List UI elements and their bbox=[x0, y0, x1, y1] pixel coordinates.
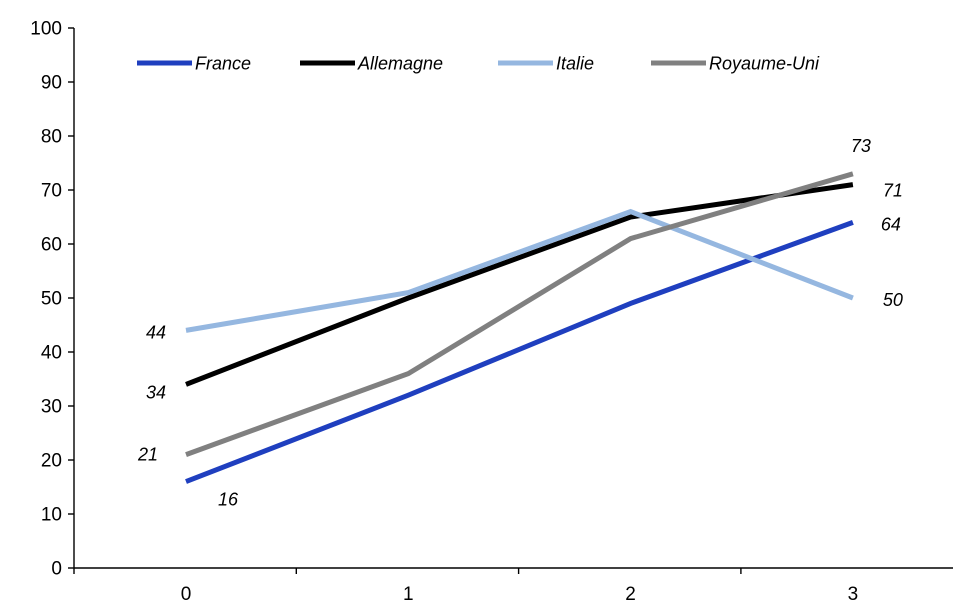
y-tick-label: 90 bbox=[41, 73, 62, 94]
y-tick-label: 80 bbox=[41, 127, 62, 148]
y-tick-label: 70 bbox=[41, 181, 62, 202]
y-axis-ticks: 0 10 20 30 40 50 60 70 80 90 100 bbox=[30, 19, 74, 580]
legend-item-royaume_uni: Royaume-Uni bbox=[651, 54, 820, 74]
series-line-royaume_uni bbox=[185, 171, 854, 457]
data-label-royaume_uni: 21 bbox=[137, 445, 158, 465]
legend-label-france: France bbox=[195, 54, 251, 74]
y-tick-label: 30 bbox=[41, 397, 62, 418]
y-tick-label: 0 bbox=[51, 559, 62, 580]
x-tick-label: 1 bbox=[403, 584, 414, 605]
y-tick-label: 100 bbox=[30, 19, 62, 40]
x-axis: 0 1 2 3 bbox=[73, 567, 953, 605]
y-tick-label: 60 bbox=[41, 235, 62, 256]
x-tick-label: 0 bbox=[181, 584, 192, 605]
data-label-france: 64 bbox=[881, 214, 901, 234]
data-label-allemagne: 34 bbox=[146, 382, 166, 402]
legend-label-royaume_uni: Royaume-Uni bbox=[709, 54, 820, 74]
x-tick-label: 3 bbox=[848, 584, 859, 605]
y-tick-label: 10 bbox=[41, 505, 62, 526]
x-tick-label: 2 bbox=[625, 584, 636, 605]
y-axis: 0 10 20 30 40 50 60 70 80 90 100 bbox=[30, 19, 75, 580]
legend-label-allemagne: Allemagne bbox=[357, 54, 443, 74]
data-label-royaume_uni: 73 bbox=[851, 136, 871, 156]
x-axis-ticks: 0 1 2 3 bbox=[73, 568, 859, 605]
series-lines bbox=[185, 171, 854, 484]
data-labels: 16 64 34 71 44 50 21 73 bbox=[137, 136, 903, 510]
y-tick-label: 50 bbox=[41, 289, 62, 310]
y-tick-label: 40 bbox=[41, 343, 62, 364]
y-tick-label: 20 bbox=[41, 451, 62, 472]
data-label-italie: 44 bbox=[146, 322, 166, 342]
legend-item-france: France bbox=[137, 54, 251, 74]
series-line-france bbox=[185, 220, 854, 484]
legend-item-italie: Italie bbox=[498, 54, 594, 74]
series-line-italie bbox=[185, 208, 854, 333]
data-label-france: 16 bbox=[218, 490, 239, 510]
data-label-allemagne: 71 bbox=[883, 181, 903, 201]
data-label-italie: 50 bbox=[883, 290, 903, 310]
legend-label-italie: Italie bbox=[556, 54, 594, 74]
legend-item-allemagne: Allemagne bbox=[300, 54, 443, 74]
legend: France Allemagne Italie Royaume-Uni bbox=[137, 54, 820, 74]
series-line-allemagne bbox=[185, 182, 854, 387]
